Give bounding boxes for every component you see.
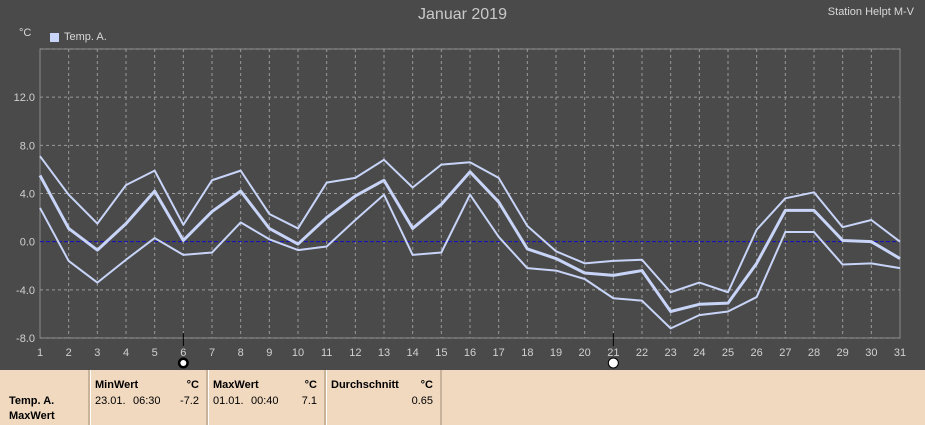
stats-max-cell: MaxWert °C 01.01. 00:40 7.1 <box>206 370 324 425</box>
series-line-band <box>39 193 901 330</box>
x-tick-label: 29 <box>837 347 849 359</box>
y-tick-label: -8.0 <box>16 333 35 345</box>
x-tick-label: 24 <box>693 347 705 359</box>
max-unit: °C <box>304 379 317 391</box>
y-tick-label: 12.0 <box>14 92 35 104</box>
avg-label: Durchschnitt <box>331 379 399 391</box>
x-tick-label: 6 <box>180 347 186 359</box>
legend-swatch <box>50 32 59 42</box>
chart-area: Januar 2019 Station Helpt M-V °C Temp. A… <box>13 6 914 369</box>
x-tick-label: 28 <box>808 347 820 359</box>
stats-panel: Temp. A. MaxWert MinWert °C 23.01. 06:30… <box>0 370 925 425</box>
min-value: -7.2 <box>180 395 199 407</box>
y-axis-unit: °C <box>19 27 32 39</box>
x-tick-label: 5 <box>152 347 158 359</box>
x-tick-label: 7 <box>209 347 215 359</box>
x-tick-label: 23 <box>665 347 677 359</box>
min-date: 23.01. <box>95 395 126 407</box>
legend: Temp. A. <box>50 31 107 43</box>
min-time: 06:30 <box>133 395 161 407</box>
stats-min-cell: MinWert °C 23.01. 06:30 -7.2 <box>88 370 206 425</box>
y-tick-label: 8.0 <box>20 140 35 152</box>
min-marker <box>607 357 619 369</box>
x-tick-label: 10 <box>292 347 304 359</box>
y-tick-label: 4.0 <box>20 189 35 201</box>
x-tick-label: 4 <box>123 347 129 359</box>
x-tick-label: 22 <box>636 347 648 359</box>
stats-row-label-cell: Temp. A. MaxWert <box>0 370 88 425</box>
x-tick-label: 25 <box>722 347 734 359</box>
x-tick-label: 18 <box>521 347 533 359</box>
stats-row-sublabel: MaxWert <box>9 410 55 422</box>
y-tick-label: 0.0 <box>20 237 35 249</box>
max-marker-inner <box>180 360 187 366</box>
x-tick-label: 1 <box>37 347 43 359</box>
x-tick-label: 27 <box>779 347 791 359</box>
stats-row-label: Temp. A. <box>9 395 55 407</box>
x-tick-label: 26 <box>751 347 763 359</box>
x-tick-label: 3 <box>94 347 100 359</box>
stats-avg-cell: Durchschnitt °C 0.65 <box>324 370 442 425</box>
legend-label: Temp. A. <box>64 31 107 43</box>
chart-title: Januar 2019 <box>418 6 507 23</box>
x-tick-label: 2 <box>66 347 72 359</box>
max-value: 7.1 <box>301 395 317 407</box>
series-line-band <box>39 155 901 294</box>
x-tick-label: 15 <box>435 347 447 359</box>
x-tick-label: 31 <box>894 347 906 359</box>
station-name: Station Helpt M-V <box>827 6 914 18</box>
x-tick-label: 14 <box>407 347 419 359</box>
series-line-mean <box>38 170 901 314</box>
x-tick-label: 12 <box>349 347 361 359</box>
x-tick-label: 17 <box>493 347 505 359</box>
min-unit: °C <box>186 379 199 391</box>
avg-unit: °C <box>420 379 433 391</box>
max-time: 00:40 <box>251 395 279 407</box>
x-tick-label: 20 <box>579 347 591 359</box>
x-tick-label: 30 <box>865 347 877 359</box>
max-label: MaxWert <box>213 379 259 391</box>
x-tick-label: 9 <box>266 347 272 359</box>
x-tick-label: 11 <box>321 347 332 359</box>
chart-svg: -8.0-4.00.04.08.012.01 2 3 4 5 6 7 8 9 10 11 12 13 14… <box>14 48 906 369</box>
max-date: 01.01. <box>213 395 244 407</box>
x-tick-label: 19 <box>550 347 562 359</box>
y-tick-label: -4.0 <box>16 285 35 297</box>
x-tick-label: 21 <box>607 347 619 359</box>
x-tick-label: 8 <box>238 347 244 359</box>
avg-value: 0.65 <box>411 395 433 407</box>
x-tick-label: 16 <box>464 347 476 359</box>
min-label: MinWert <box>95 379 139 391</box>
x-tick-label: 13 <box>378 347 390 359</box>
